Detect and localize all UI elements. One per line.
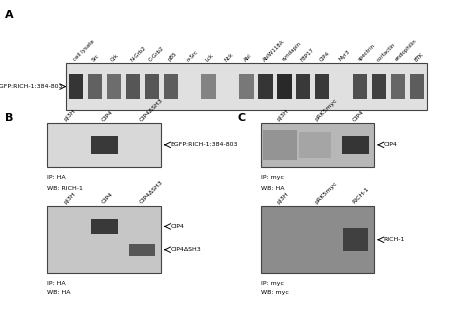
Bar	[164, 75, 178, 99]
Bar	[300, 132, 331, 158]
Bar	[91, 136, 118, 154]
Text: EGFP:RICH-1:384-803: EGFP:RICH-1:384-803	[0, 84, 63, 89]
Text: pJ3H: pJ3H	[63, 109, 77, 122]
Text: IP: myc: IP: myc	[261, 281, 284, 286]
Text: CIP4: CIP4	[383, 142, 397, 148]
Text: CIP4: CIP4	[352, 109, 365, 122]
Text: FBP17: FBP17	[300, 47, 315, 62]
Bar	[277, 75, 292, 99]
Bar	[91, 219, 118, 234]
Bar	[410, 75, 424, 99]
Text: Crk: Crk	[110, 52, 120, 62]
Text: Lck: Lck	[205, 52, 215, 62]
Text: CIP4: CIP4	[101, 192, 114, 205]
Text: CIP4: CIP4	[319, 50, 331, 62]
Text: pRK5myc: pRK5myc	[314, 98, 338, 122]
Text: WB: RICH-1: WB: RICH-1	[47, 186, 83, 191]
Bar	[342, 136, 369, 154]
Text: A: A	[5, 10, 13, 20]
Text: cortactin: cortactin	[376, 42, 396, 62]
Bar	[353, 75, 367, 99]
Text: Nck: Nck	[224, 52, 235, 62]
Text: IP: myc: IP: myc	[261, 175, 284, 180]
Text: WB: RICH-1: WB: RICH-1	[95, 136, 135, 142]
Bar	[107, 75, 121, 99]
Text: Abl: Abl	[243, 53, 253, 62]
Text: CIP4ΔSH3: CIP4ΔSH3	[139, 180, 164, 205]
Text: CIP4ΔSH3: CIP4ΔSH3	[170, 247, 201, 252]
Bar	[296, 75, 310, 99]
Text: pRK5myc: pRK5myc	[314, 180, 338, 205]
Bar	[145, 75, 159, 99]
Text: BTK: BTK	[414, 52, 424, 62]
Text: EGFP:RICH-1:384-803: EGFP:RICH-1:384-803	[170, 142, 238, 148]
Bar	[53, 219, 80, 234]
Text: Src: Src	[91, 53, 101, 62]
Text: p85: p85	[167, 51, 178, 62]
Bar	[391, 75, 405, 99]
Bar	[372, 75, 386, 99]
Bar	[239, 75, 254, 99]
Text: pJ3H: pJ3H	[63, 191, 77, 205]
Text: WB: HA: WB: HA	[47, 290, 71, 295]
Text: pJ3H: pJ3H	[276, 109, 290, 122]
Text: C: C	[237, 113, 245, 123]
Text: B: B	[5, 113, 13, 123]
Bar	[69, 75, 83, 99]
Bar	[343, 228, 368, 251]
Text: endophilin: endophilin	[395, 39, 419, 62]
Bar	[129, 244, 155, 256]
Text: IP: HA: IP: HA	[47, 175, 66, 180]
Text: C-Grb2: C-Grb2	[148, 45, 165, 62]
Text: CIP4: CIP4	[170, 224, 184, 229]
Bar	[126, 75, 140, 99]
Text: IP: HA: IP: HA	[47, 281, 66, 286]
Text: RICH-1: RICH-1	[352, 186, 371, 205]
Bar	[201, 75, 216, 99]
Text: spectrin: spectrin	[357, 43, 376, 62]
Text: syndapin: syndapin	[281, 41, 302, 62]
Text: AblW118A: AblW118A	[262, 39, 286, 62]
Text: CIP4: CIP4	[101, 109, 114, 122]
Text: Myr3: Myr3	[338, 49, 351, 62]
Text: n-Src: n-Src	[186, 49, 200, 62]
Text: CIP4ΔSH3: CIP4ΔSH3	[139, 97, 164, 122]
Text: pJ3H: pJ3H	[276, 191, 290, 205]
Text: N-Grb2: N-Grb2	[129, 45, 147, 62]
Bar	[315, 75, 329, 99]
Text: WB: myc: WB: myc	[261, 290, 289, 295]
Bar	[258, 75, 273, 99]
Text: WB: HA: WB: HA	[261, 186, 284, 191]
Text: cell lysate: cell lysate	[73, 39, 95, 62]
Text: RICH-1: RICH-1	[383, 237, 405, 242]
Bar	[263, 130, 297, 160]
Bar	[88, 75, 102, 99]
